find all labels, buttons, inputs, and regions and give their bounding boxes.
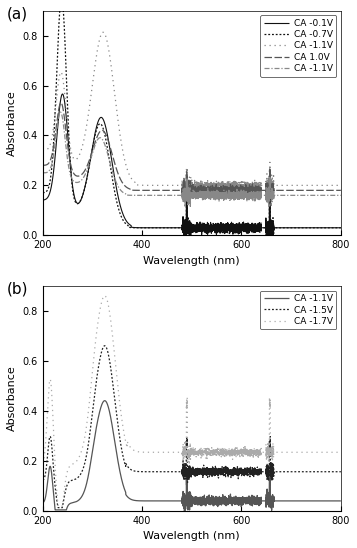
Legend: CA -0.1V, CA -0.7V, CA -1.1V, CA 1.0V, CA -1.1V: CA -0.1V, CA -0.7V, CA -1.1V, CA 1.0V, C… <box>260 15 336 77</box>
CA -0.7V <box>339 225 343 231</box>
CA -1.1V <box>339 182 343 189</box>
CA -1.1V <box>113 176 117 183</box>
CA -0.7V <box>113 191 117 197</box>
Line: CA -1.1V: CA -1.1V <box>43 32 341 197</box>
CA -1.1V <box>336 182 341 189</box>
CA -1.5V <box>102 342 107 349</box>
CA -1.5V <box>153 469 157 475</box>
CA -1.1V <box>102 397 107 404</box>
CA 1.0V <box>113 162 117 168</box>
CA 1.0V <box>41 162 45 169</box>
CA -0.7V <box>153 225 157 231</box>
CA -0.1V <box>41 197 45 203</box>
CA -0.1V <box>113 178 117 185</box>
CA -1.5V <box>336 469 341 475</box>
CA -1.7V <box>174 449 178 455</box>
CA -1.1V <box>111 172 116 179</box>
CA -1.1V <box>113 441 117 447</box>
Line: CA -0.7V: CA -0.7V <box>43 0 341 241</box>
CA -1.1V <box>111 82 116 88</box>
X-axis label: Wavelength (nm): Wavelength (nm) <box>144 531 240 541</box>
Line: CA -1.1V: CA -1.1V <box>43 112 341 208</box>
CA -1.1V <box>153 498 157 504</box>
CA 1.0V <box>59 100 63 106</box>
CA -1.1V <box>336 192 341 198</box>
CA -0.1V <box>111 169 116 175</box>
CA -0.7V <box>174 225 178 231</box>
CA -1.5V <box>41 477 45 483</box>
CA -1.1V <box>174 498 178 504</box>
CA -1.1V <box>174 192 178 198</box>
CA -1.1V <box>339 192 343 198</box>
CA -0.1V <box>336 225 341 231</box>
CA -1.1V <box>113 94 117 101</box>
CA 1.0V <box>153 187 157 193</box>
X-axis label: Wavelength (nm): Wavelength (nm) <box>144 256 240 266</box>
CA -0.1V <box>174 225 178 231</box>
CA -0.7V <box>270 238 275 244</box>
Line: CA -1.5V: CA -1.5V <box>43 346 341 507</box>
CA -1.7V <box>336 449 341 455</box>
CA -1.5V <box>339 469 343 475</box>
CA -1.1V <box>41 169 45 176</box>
CA -1.5V <box>56 504 60 511</box>
CA -0.7V <box>110 173 114 180</box>
CA -0.7V <box>111 182 116 189</box>
Legend: CA -1.1V, CA -1.5V, CA -1.7V: CA -1.1V, CA -1.5V, CA -1.7V <box>260 290 336 329</box>
CA -1.7V <box>153 449 157 455</box>
CA -1.5V <box>174 469 178 475</box>
CA -1.1V <box>111 431 116 438</box>
CA -1.1V <box>339 498 343 504</box>
CA -1.1V <box>110 421 114 428</box>
CA -1.1V <box>336 498 341 504</box>
CA -0.7V <box>336 225 341 231</box>
CA -0.7V <box>59 0 64 1</box>
Line: CA 1.0V: CA 1.0V <box>43 103 341 202</box>
CA -1.1V <box>41 147 45 153</box>
CA -1.1V <box>101 29 105 36</box>
CA 1.0V <box>184 198 188 205</box>
CA -1.1V <box>182 508 187 515</box>
CA 1.0V <box>111 156 116 163</box>
Line: CA -1.7V: CA -1.7V <box>43 296 341 506</box>
CA -1.5V <box>113 400 117 407</box>
CA -0.1V <box>339 225 343 231</box>
CA -1.7V <box>113 358 117 364</box>
CA -1.5V <box>111 387 116 394</box>
CA -1.1V <box>110 69 114 76</box>
CA -1.7V <box>41 460 45 466</box>
CA -1.5V <box>110 374 114 381</box>
Text: (b): (b) <box>7 282 29 296</box>
CA -0.7V <box>41 190 45 196</box>
CA -1.7V <box>102 293 107 299</box>
CA -1.1V <box>153 192 157 198</box>
CA -0.1V <box>153 225 157 231</box>
Text: (a): (a) <box>7 6 28 21</box>
CA -1.1V <box>181 194 186 201</box>
CA -1.1V <box>41 499 45 506</box>
CA -1.1V <box>58 109 62 116</box>
CA -1.1V <box>174 182 178 189</box>
CA -1.1V <box>188 204 192 211</box>
CA -1.1V <box>110 167 114 173</box>
CA -0.1V <box>60 91 65 98</box>
CA 1.0V <box>110 150 114 157</box>
CA -1.7V <box>56 503 60 510</box>
CA -0.1V <box>267 236 271 243</box>
CA 1.0V <box>339 187 343 193</box>
CA -1.7V <box>111 343 116 350</box>
CA 1.0V <box>174 187 178 193</box>
CA -1.7V <box>339 449 343 455</box>
CA -0.1V <box>110 159 114 165</box>
Line: CA -0.1V: CA -0.1V <box>43 94 341 239</box>
Y-axis label: Absorbance: Absorbance <box>7 366 17 431</box>
Line: CA -1.1V: CA -1.1V <box>43 401 341 511</box>
CA 1.0V <box>336 187 341 193</box>
CA -1.7V <box>110 328 114 335</box>
CA -1.1V <box>153 182 157 189</box>
Y-axis label: Absorbance: Absorbance <box>7 90 17 156</box>
